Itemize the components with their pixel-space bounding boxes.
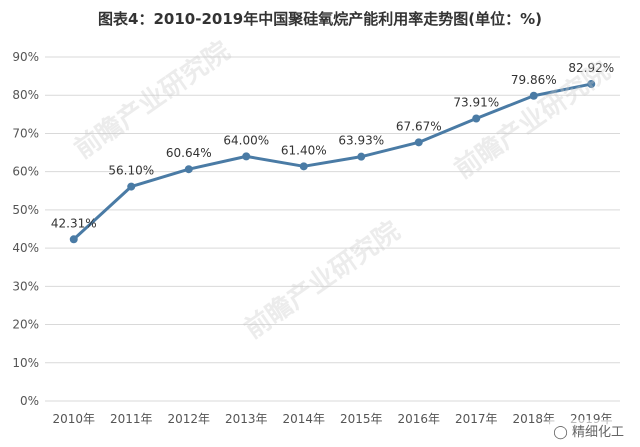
y-tick-label: 60% [12, 165, 39, 179]
data-point [357, 152, 366, 161]
y-tick-label: 50% [12, 203, 39, 217]
y-tick-label: 80% [12, 88, 39, 102]
series-line [72, 82, 592, 241]
data-point [127, 182, 136, 191]
y-tick-label: 0% [20, 394, 39, 408]
y-axis-ticks: 0% 10% 20% 30% 40% 50% 60% 70% 80% 90% [12, 50, 39, 408]
y-tick-label: 40% [12, 241, 39, 255]
y-tick-label: 90% [12, 50, 39, 64]
y-tick-label: 20% [12, 318, 39, 332]
chart-title: 图表4：2010-2019年中国聚硅氧烷产能利用率走势图(单位：%) [98, 10, 542, 28]
data-label: 79.86% [511, 73, 557, 87]
x-tick-label: 2016年 [397, 412, 440, 426]
data-points [69, 80, 596, 244]
x-tick-label: 2014年 [282, 412, 325, 426]
data-point [299, 162, 308, 171]
data-labels: 42.31% 56.10% 60.64% 64.00% 61.40% 63.93% 67.6… [51, 61, 614, 230]
data-point [587, 80, 596, 89]
data-label: 73.91% [453, 95, 499, 109]
credit-text: 精细化工 [571, 425, 624, 440]
data-label: 56.10% [108, 164, 154, 178]
data-point [472, 114, 481, 123]
x-tick-label: 2018年 [512, 412, 555, 426]
y-tick-label: 10% [12, 356, 39, 370]
data-label: 64.00% [223, 133, 269, 147]
x-tick-label: 2017年 [455, 412, 498, 426]
x-tick-label: 2015年 [340, 412, 383, 426]
x-tick-label: 2013年 [225, 412, 268, 426]
data-label: 42.31% [51, 216, 97, 230]
data-point [69, 235, 78, 244]
gridlines [45, 56, 620, 402]
data-label: 60.64% [166, 146, 212, 160]
x-tick-label: 2012年 [167, 412, 210, 426]
x-tick-label: 2010年 [52, 412, 95, 426]
y-tick-label: 70% [12, 126, 39, 140]
data-point [529, 91, 538, 100]
data-label: 61.40% [281, 143, 327, 157]
series-line-layer [72, 82, 592, 241]
data-point [184, 165, 193, 174]
x-axis-ticks: 2010年 2011年 2012年 2013年 2014年 2015年 2016年 2017年… [52, 412, 612, 426]
data-label: 82.92% [568, 61, 614, 75]
data-label: 63.93% [338, 134, 384, 148]
data-point [414, 138, 423, 147]
data-label: 67.67% [396, 119, 442, 133]
data-point [242, 152, 251, 161]
y-tick-label: 30% [12, 279, 39, 293]
source-credit: ◯ 精细化工 [549, 420, 628, 441]
x-tick-label: 2011年 [110, 412, 153, 426]
